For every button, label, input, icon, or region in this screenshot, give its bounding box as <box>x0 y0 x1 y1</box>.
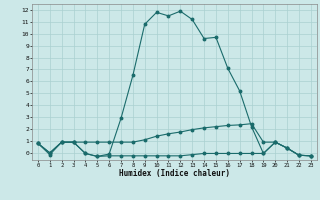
X-axis label: Humidex (Indice chaleur): Humidex (Indice chaleur) <box>119 169 230 178</box>
